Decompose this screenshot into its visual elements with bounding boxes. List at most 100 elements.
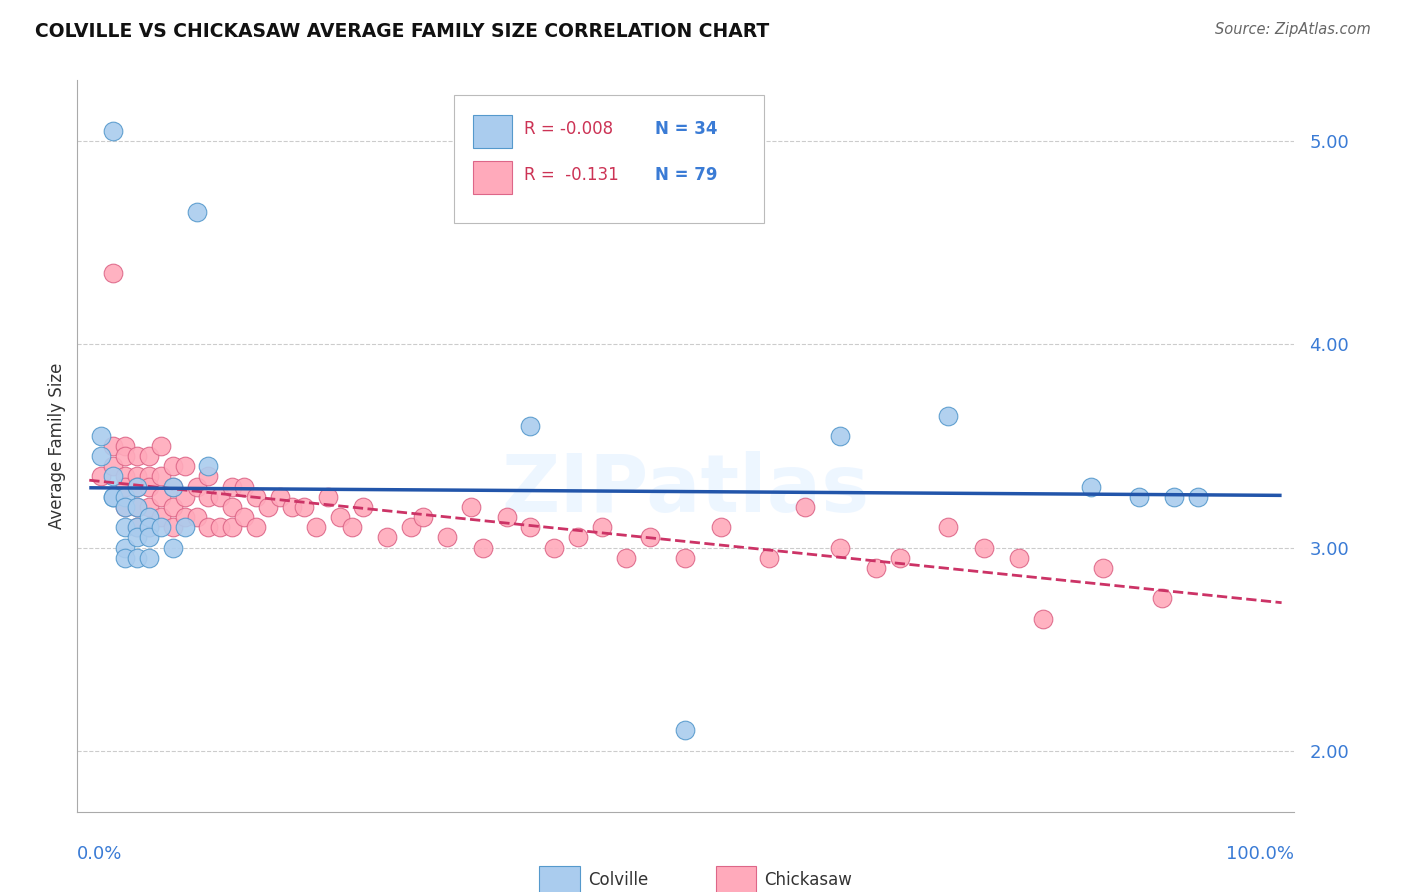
Point: [197, 469, 219, 483]
Point: [162, 459, 184, 474]
Point: [149, 510, 172, 524]
Point: [101, 266, 124, 280]
Point: [125, 520, 148, 534]
Point: [125, 520, 148, 534]
Point: [340, 520, 363, 534]
Point: [830, 541, 852, 555]
Point: [173, 490, 195, 504]
Point: [591, 520, 613, 534]
Point: [1032, 612, 1054, 626]
Point: [114, 541, 136, 555]
Point: [936, 520, 959, 534]
Point: [936, 409, 959, 423]
Point: [125, 500, 148, 514]
Point: [138, 510, 160, 524]
Point: [162, 480, 184, 494]
Point: [675, 723, 697, 738]
Point: [138, 550, 160, 565]
Point: [90, 469, 112, 483]
Point: [865, 561, 887, 575]
Point: [567, 530, 589, 544]
Point: [209, 490, 232, 504]
Point: [221, 520, 243, 534]
Point: [149, 520, 172, 534]
Point: [375, 530, 398, 544]
FancyBboxPatch shape: [716, 866, 756, 892]
Text: N = 79: N = 79: [655, 166, 717, 184]
Point: [149, 490, 172, 504]
Point: [173, 459, 195, 474]
Point: [101, 439, 124, 453]
Point: [889, 550, 911, 565]
Text: R = -0.008: R = -0.008: [523, 120, 613, 137]
Point: [186, 480, 208, 494]
Point: [114, 490, 136, 504]
Point: [197, 459, 219, 474]
Point: [173, 520, 195, 534]
Point: [197, 490, 219, 504]
Point: [114, 520, 136, 534]
Point: [221, 500, 243, 514]
FancyBboxPatch shape: [472, 115, 512, 147]
Point: [125, 469, 148, 483]
Point: [114, 500, 136, 514]
Point: [114, 480, 136, 494]
Point: [101, 490, 124, 504]
Point: [614, 550, 637, 565]
Point: [519, 418, 541, 433]
Point: [973, 541, 995, 555]
Point: [125, 550, 148, 565]
Point: [543, 541, 565, 555]
Point: [1080, 480, 1102, 494]
Point: [793, 500, 815, 514]
Point: [114, 550, 136, 565]
Point: [269, 490, 291, 504]
Point: [138, 500, 160, 514]
Point: [114, 500, 136, 514]
Y-axis label: Average Family Size: Average Family Size: [48, 363, 66, 529]
Point: [830, 429, 852, 443]
Point: [149, 439, 172, 453]
Point: [162, 480, 184, 494]
Point: [125, 480, 148, 494]
Point: [90, 449, 112, 463]
Text: 100.0%: 100.0%: [1226, 845, 1294, 863]
Point: [305, 520, 328, 534]
Text: Colville: Colville: [588, 871, 648, 888]
Point: [471, 541, 494, 555]
Point: [186, 205, 208, 219]
Text: N = 34: N = 34: [655, 120, 717, 137]
Point: [316, 490, 339, 504]
Point: [1152, 591, 1174, 606]
Text: Chickasaw: Chickasaw: [765, 871, 852, 888]
Point: [233, 510, 256, 524]
Point: [186, 510, 208, 524]
Point: [460, 500, 482, 514]
Point: [675, 550, 697, 565]
Point: [281, 500, 304, 514]
Point: [138, 480, 160, 494]
Point: [101, 490, 124, 504]
Point: [245, 490, 267, 504]
Point: [412, 510, 434, 524]
Point: [162, 541, 184, 555]
Point: [758, 550, 780, 565]
Point: [138, 449, 160, 463]
Point: [101, 469, 124, 483]
Point: [1187, 490, 1209, 504]
Point: [329, 510, 352, 524]
Point: [125, 480, 148, 494]
Text: COLVILLE VS CHICKASAW AVERAGE FAMILY SIZE CORRELATION CHART: COLVILLE VS CHICKASAW AVERAGE FAMILY SIZ…: [35, 22, 769, 41]
Point: [233, 480, 256, 494]
Point: [162, 520, 184, 534]
Point: [1128, 490, 1150, 504]
Point: [125, 530, 148, 544]
Point: [1008, 550, 1031, 565]
Text: R =  -0.131: R = -0.131: [523, 166, 619, 184]
Text: ZIPatlas: ZIPatlas: [502, 450, 869, 529]
Point: [138, 520, 160, 534]
Point: [125, 449, 148, 463]
Point: [495, 510, 517, 524]
FancyBboxPatch shape: [454, 95, 765, 223]
Point: [638, 530, 661, 544]
